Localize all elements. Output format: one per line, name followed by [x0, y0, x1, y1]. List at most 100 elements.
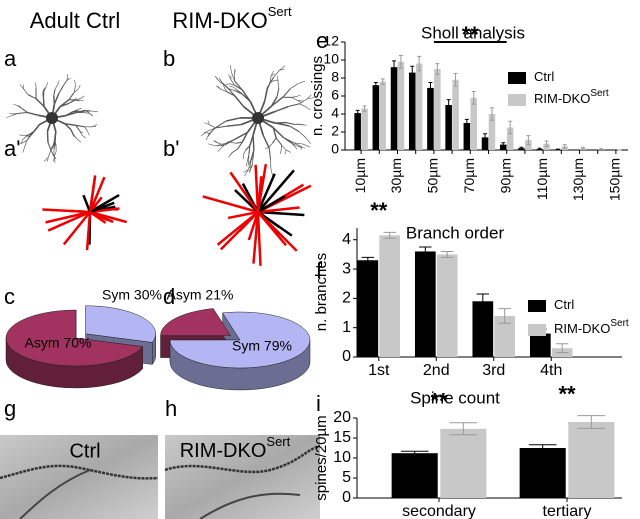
- y-axis-label: n. crossings: [309, 56, 326, 136]
- neurite: [288, 103, 300, 108]
- neurite: [53, 93, 60, 105]
- neurite: [285, 122, 295, 125]
- neurite: [80, 95, 85, 99]
- neurite: [13, 112, 19, 115]
- error-bar: [361, 256, 375, 264]
- neurite: [70, 129, 74, 135]
- error-bar: [562, 144, 567, 149]
- panel-letter: d: [163, 284, 175, 309]
- error-bar: [464, 118, 469, 128]
- panel-letter: g: [4, 396, 16, 421]
- neurite: [234, 131, 248, 141]
- neurite: [64, 122, 76, 126]
- polar-segment: [89, 210, 128, 224]
- x-tick-label: 90µm: [497, 158, 513, 193]
- neurite: [299, 145, 306, 149]
- neurite: [285, 149, 292, 153]
- polar-segment: [219, 211, 259, 251]
- neurite: [268, 148, 272, 160]
- error-bar: [428, 82, 433, 94]
- legend-superscript: Sert: [610, 318, 629, 329]
- column-header: Adult Ctrl: [30, 8, 120, 33]
- error-bar: [373, 82, 378, 89]
- neurite: [247, 160, 252, 170]
- neurite: [290, 142, 295, 147]
- neurite: [237, 141, 243, 150]
- neurite: [275, 121, 287, 124]
- neurite: [229, 85, 234, 88]
- polar-segment: [229, 171, 260, 213]
- bar: [506, 127, 514, 150]
- legend-swatch: [508, 72, 526, 84]
- bar: [391, 453, 438, 498]
- label-superscript: Sert: [266, 434, 290, 449]
- pie-slice: [85, 305, 156, 343]
- neurite: [54, 157, 56, 163]
- neurite: [272, 137, 277, 144]
- neurite: [299, 103, 306, 108]
- error-bar: [555, 343, 569, 354]
- bar: [472, 301, 494, 357]
- neurite: [276, 88, 280, 97]
- bar: [379, 235, 401, 357]
- bar: [499, 144, 507, 150]
- neurite: [282, 88, 291, 98]
- bar: [436, 254, 458, 357]
- neurite: [23, 134, 29, 136]
- neurite: [82, 135, 86, 139]
- bar: [494, 315, 516, 357]
- neurite: [299, 145, 303, 150]
- neurite: [242, 93, 251, 103]
- neurite: [84, 126, 88, 132]
- neurite: [299, 131, 307, 139]
- dendrite: [164, 444, 321, 474]
- neurite: [43, 87, 46, 92]
- neurite: [248, 145, 251, 155]
- neurite: [279, 68, 285, 71]
- image-label: Ctrl: [69, 440, 100, 462]
- neurite: [293, 142, 301, 147]
- neurite: [42, 98, 45, 107]
- x-tick-label: 4th: [540, 362, 562, 379]
- error-bar: [489, 107, 494, 121]
- neurite: [19, 84, 24, 90]
- neurite: [83, 112, 89, 114]
- error-bar: [471, 91, 476, 105]
- neurite: [271, 96, 284, 107]
- polar-segment: [45, 210, 91, 224]
- neurite: [226, 91, 235, 97]
- neurite: [42, 89, 44, 94]
- neurite: [289, 125, 300, 133]
- neurite: [230, 151, 234, 156]
- chart-title: Sholl analysis: [421, 23, 525, 42]
- neurite: [296, 145, 303, 148]
- error-bar: [392, 60, 397, 74]
- neurite: [34, 82, 37, 87]
- pie-label: Asym 21%: [167, 287, 234, 303]
- neurite: [53, 142, 56, 150]
- neurite: [234, 80, 243, 91]
- neurite: [209, 124, 216, 129]
- y-tick-label: 6: [331, 87, 339, 103]
- image-label: RIM-DKOSert: [180, 434, 291, 462]
- polar-segment: [256, 176, 263, 213]
- neurite: [228, 74, 232, 80]
- neurite: [217, 85, 221, 90]
- neurite: [294, 145, 298, 150]
- y-tick-label: 8: [331, 69, 339, 85]
- error-bar: [526, 135, 531, 146]
- y-tick-label: 1: [342, 319, 351, 336]
- error-bar: [355, 109, 360, 117]
- polar-segment: [88, 175, 97, 213]
- legend-swatch: [508, 94, 526, 106]
- neurite: [274, 105, 289, 113]
- neurite: [219, 78, 223, 83]
- dendrite: [0, 464, 159, 480]
- y-tick-label: 0: [331, 141, 339, 157]
- neurite: [27, 134, 32, 138]
- neurite: [232, 148, 238, 153]
- neurite: [23, 88, 29, 95]
- neurite: [75, 98, 81, 101]
- error-bar: [383, 231, 396, 239]
